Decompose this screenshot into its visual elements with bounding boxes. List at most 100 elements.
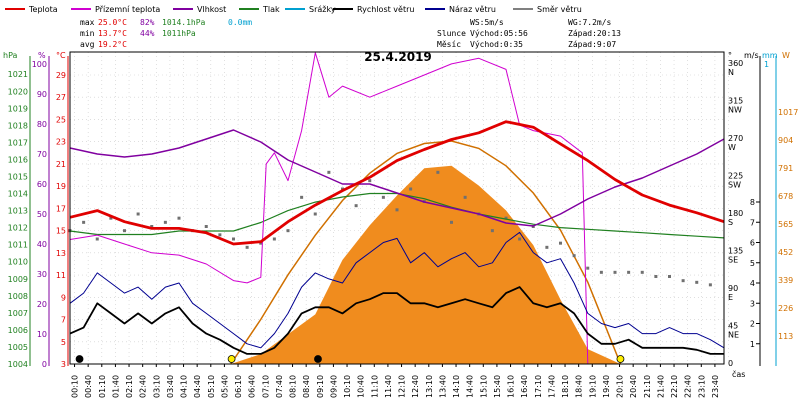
wind-dir-point-37	[572, 254, 576, 258]
wind-dir-point-11	[218, 233, 222, 237]
wind-dir-point-16	[286, 229, 290, 233]
rain-tick-0: 1	[764, 60, 769, 69]
stat-min-label: min	[80, 29, 95, 38]
stat-max-temp: 25.0°C	[98, 18, 127, 27]
wind-dir-point-19	[327, 170, 331, 174]
x-tick-28: 14:10	[452, 375, 461, 398]
legend-label-7: Směr větru	[537, 5, 582, 14]
wind-dir-point-38	[586, 266, 590, 270]
rain-unit: mm	[762, 51, 778, 60]
wind-dir-point-15	[272, 237, 276, 241]
hpa-tick-10: 1011	[8, 241, 28, 250]
temp-tick-2: 25	[56, 115, 66, 124]
dir-tick-7: 45	[728, 322, 738, 331]
sunrise-mark	[227, 355, 236, 363]
wind-dir-point-28	[450, 220, 453, 224]
wind-tick-0: 8	[750, 198, 755, 207]
wind-tick-3: 5	[750, 259, 755, 268]
hpa-tick-17: 1004	[8, 360, 28, 369]
legend-label-2: Vlhkost	[197, 5, 226, 14]
stat-max-label: max	[80, 18, 95, 27]
x-tick-12: 06:10	[234, 375, 243, 398]
x-tick-31: 15:40	[493, 375, 502, 398]
hpa-tick-14: 1007	[8, 309, 28, 318]
wind-dir-point-12	[232, 237, 235, 241]
x-tick-20: 10:10	[343, 375, 352, 398]
stat-moonrise: Východ:0:35	[470, 40, 523, 49]
temp-tick-6: 17	[56, 204, 66, 213]
legend-label-6: Náraz větru	[449, 5, 496, 14]
wind-dir-point-22	[368, 179, 372, 183]
dir-name-2: W	[728, 143, 736, 152]
hpa-tick-12: 1009	[8, 275, 28, 284]
stat-min-press: 1011hPa	[162, 29, 196, 38]
wind-dir-point-39	[599, 270, 603, 274]
hpa-tick-6: 1015	[8, 173, 28, 182]
stat-avg-label: avg	[80, 40, 95, 49]
solar-unit: W	[782, 51, 790, 60]
x-tick-8: 04:10	[180, 375, 189, 398]
wind-dir-point-20	[341, 187, 344, 191]
wind-dir-point-17	[300, 195, 304, 199]
temp-tick-13: 3	[61, 360, 66, 369]
x-unit: čas	[732, 369, 745, 379]
astro-marks	[75, 355, 625, 363]
dir-name-3: SW	[728, 181, 741, 190]
x-tick-10: 05:10	[207, 375, 216, 398]
stat-rain: 0.0mm	[228, 18, 252, 27]
temp-tick-1: 27	[56, 93, 66, 102]
sunset-mark	[616, 355, 625, 363]
solar-tick-6: 339	[778, 276, 793, 285]
dir-name-5: SE	[728, 256, 738, 265]
x-tick-39: 19:40	[602, 375, 611, 398]
wind-tick-1: 7	[750, 218, 755, 227]
solar-tick-3: 678	[778, 192, 793, 201]
stat-moonset: Západ:9:07	[568, 40, 616, 49]
solar-tick-7: 226	[778, 304, 793, 313]
x-tick-25: 12:40	[411, 375, 420, 398]
wind-unit: m/s	[744, 51, 759, 60]
dir-tick-1: 315	[728, 97, 743, 106]
solar-tick-2: 791	[778, 164, 793, 173]
dir-tick-3: 225	[728, 172, 743, 181]
wind-dir-point-33	[518, 237, 522, 241]
x-tick-11: 05:40	[220, 375, 229, 398]
humidity-tick-4: 60	[37, 180, 47, 189]
x-tick-3: 01:40	[111, 375, 120, 398]
hpa-tick-15: 1006	[8, 326, 28, 335]
temperature-line	[69, 120, 725, 246]
humidity-tick-2: 80	[37, 120, 47, 129]
stats-panel: max 25.0°C 82% 1014.1hPa 0.0mm min 13.7°C 44% 10…	[80, 18, 621, 49]
wind-dir-point-43	[654, 275, 658, 278]
wind-dir-point-42	[640, 270, 644, 274]
temp-tick-4: 21	[56, 160, 66, 169]
stat-sunrise: Východ:05:56	[470, 29, 528, 38]
x-tick-46: 23:10	[697, 375, 706, 398]
legend-label-4: Srážky	[309, 5, 336, 14]
x-tick-19: 09:40	[329, 375, 338, 398]
stat-sunset: Západ:20:13	[568, 29, 621, 38]
stat-max-hum: 82%	[140, 18, 155, 27]
wind-dir-point-35	[545, 245, 549, 249]
legend-label-0: Teplota	[28, 5, 58, 14]
wind-tick-6: 2	[750, 320, 755, 329]
x-tick-27: 13:40	[438, 375, 447, 398]
x-tick-0: 00:10	[71, 375, 80, 398]
wind-dir-point-18	[313, 212, 317, 216]
wind-dir-point-25	[409, 187, 413, 191]
wind-dir-point-40	[613, 270, 617, 274]
stat-min-temp: 13.7°C	[98, 29, 127, 38]
wind-dir-point-32	[504, 216, 508, 220]
dir-tick-2: 270	[728, 134, 743, 143]
dir-name-4: S	[728, 218, 733, 227]
x-tick-15: 07:40	[275, 375, 284, 398]
dir-name-6: E	[728, 293, 733, 302]
legend-label-1: Přízemní teplota	[95, 5, 160, 14]
stat-avg-temp: 19.2°C	[98, 40, 127, 49]
wind-tick-4: 4	[750, 279, 755, 288]
x-tick-5: 02:40	[139, 375, 148, 398]
wind-dir-point-21	[354, 204, 358, 208]
solar-tick-8: 113	[778, 332, 793, 341]
axes: hPa1021102010191018101710161015101410131…	[3, 51, 798, 369]
humidity-tick-0: 100	[32, 60, 47, 69]
